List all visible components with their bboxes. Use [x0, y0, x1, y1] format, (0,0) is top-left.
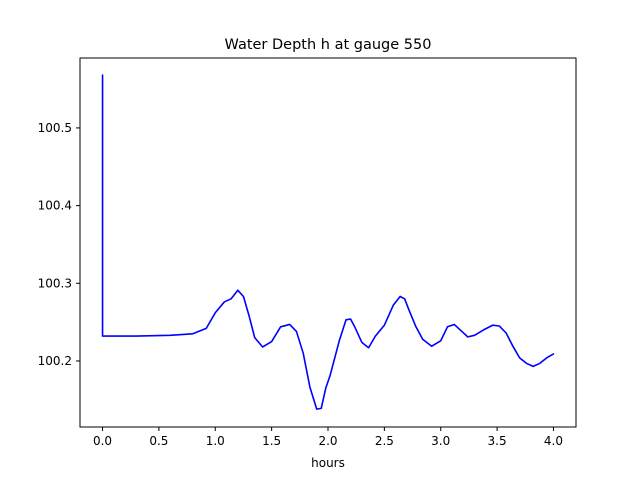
- y-tick-label: 100.5: [38, 121, 72, 135]
- x-tick-label: 3.0: [431, 434, 450, 448]
- x-tick-label: 2.0: [318, 434, 337, 448]
- x-tick-label: 0.0: [93, 434, 112, 448]
- x-tick-label: 1.0: [206, 434, 225, 448]
- y-tick-label: 100.2: [38, 354, 72, 368]
- y-tick-label: 100.4: [38, 199, 72, 213]
- series-line-0: [101, 74, 555, 410]
- x-tick-label: 1.5: [262, 434, 281, 448]
- x-tick-label: 2.5: [375, 434, 394, 448]
- x-tick-label: 4.0: [544, 434, 563, 448]
- x-tick-label: 3.5: [488, 434, 507, 448]
- chart-title: Water Depth h at gauge 550: [225, 37, 432, 53]
- plot-area: 0.0 0.5 1.0 1.5 2.0 2.5 3.0 3.5 4.0 100.2 100.3 100…: [38, 57, 577, 448]
- x-tick-label: 0.5: [149, 434, 168, 448]
- y-tick-label: 100.3: [38, 276, 72, 290]
- x-axis-label: hours: [311, 456, 345, 470]
